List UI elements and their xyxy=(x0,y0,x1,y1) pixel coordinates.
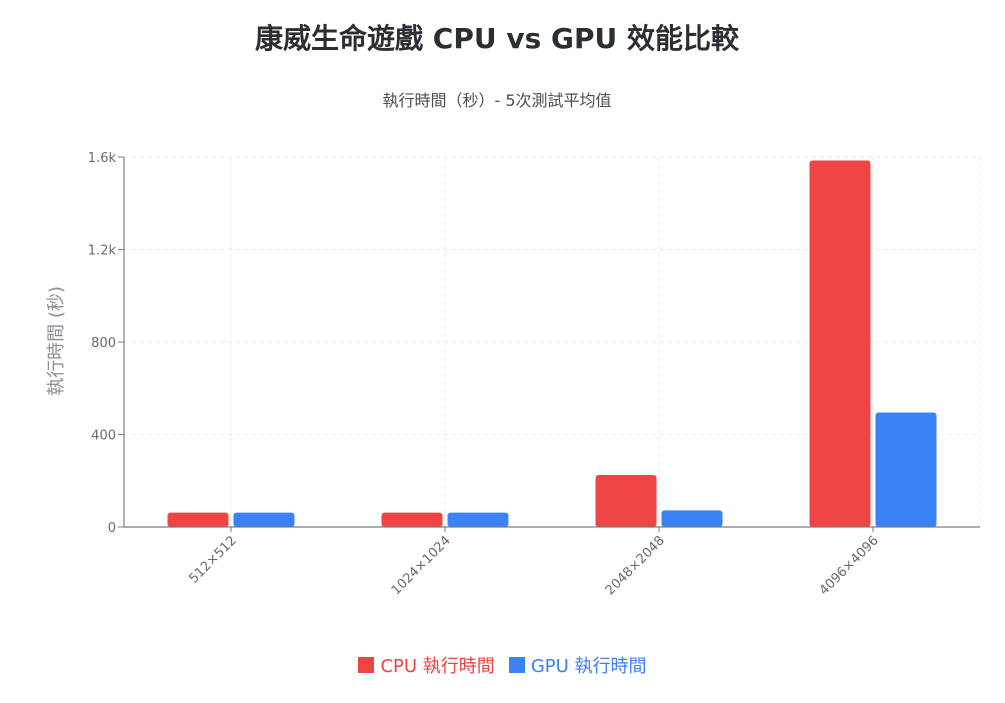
legend-label-cpu: CPU 執行時間 xyxy=(380,656,495,677)
x-tick-label: 4096×4096 xyxy=(817,533,882,598)
chart-subtitle: 執行時間（秒）- 5次測試平均值 xyxy=(382,91,611,110)
bars xyxy=(167,160,937,527)
bar-cpu-0[interactable] xyxy=(167,512,229,527)
legend-swatch-gpu xyxy=(508,657,525,673)
bar-cpu-3[interactable] xyxy=(809,160,871,527)
legend-item-gpu[interactable]: GPU 執行時間 xyxy=(508,652,647,678)
bar-gpu-2[interactable] xyxy=(661,510,723,527)
bar-cpu-1[interactable] xyxy=(381,512,443,527)
bar-gpu-3[interactable] xyxy=(875,412,937,527)
legend-label-gpu: GPU 執行時間 xyxy=(530,656,647,677)
chart-title: 康威生命遊戲 CPU vs GPU 效能比較 xyxy=(255,22,740,55)
y-axis-label: 執行時間 (秒) xyxy=(46,286,67,396)
tick-labels: 0 400 800 1.2k 1.6k 512×512 1024×1024 2048×2048… xyxy=(88,151,882,598)
x-tick-label: 512×512 xyxy=(186,533,239,586)
legend-swatch-cpu xyxy=(358,657,375,673)
y-tick-label: 0 xyxy=(108,521,116,536)
axes xyxy=(118,156,980,532)
y-tick-label: 1.2k xyxy=(88,244,117,259)
bar-gpu-1[interactable] xyxy=(447,512,509,527)
x-tick-label: 2048×2048 xyxy=(603,533,668,598)
bar-cpu-2[interactable] xyxy=(595,474,657,527)
y-tick-label: 1.6k xyxy=(88,151,117,166)
legend-item-cpu[interactable]: CPU 執行時間 xyxy=(358,652,495,678)
legend: CPU 執行時間 GPU 執行時間 xyxy=(0,652,1005,678)
bar-gpu-0[interactable] xyxy=(233,512,295,527)
x-tick-label: 1024×1024 xyxy=(389,533,454,598)
y-tick-label: 400 xyxy=(91,429,116,444)
y-tick-label: 800 xyxy=(91,336,116,351)
bar-chart: 康威生命遊戲 CPU vs GPU 效能比較 執行時間（秒）- 5次測試平均值 … xyxy=(46,22,981,598)
